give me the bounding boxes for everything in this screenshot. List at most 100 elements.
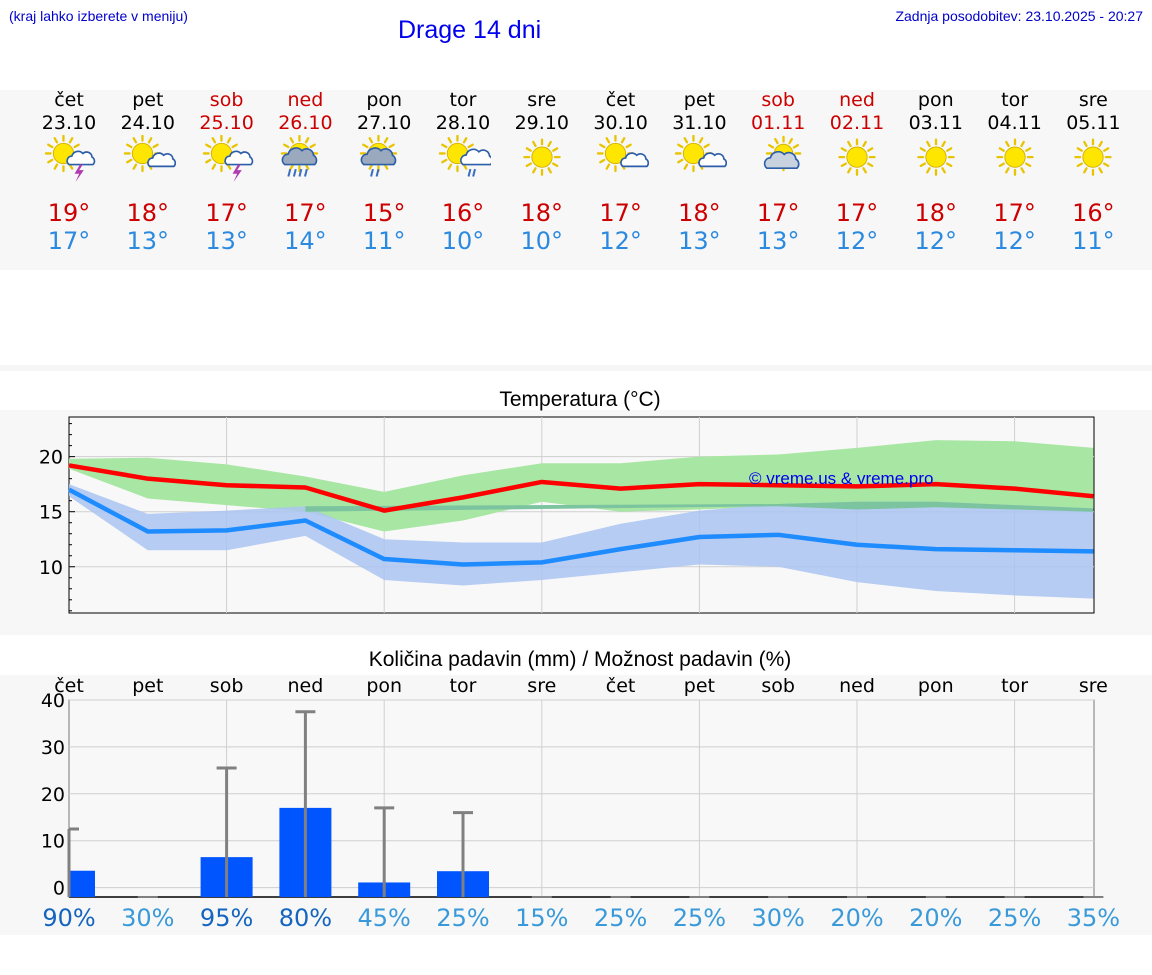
sun-ray bbox=[919, 162, 926, 168]
min-temperature: 12° bbox=[835, 227, 879, 255]
day-name: sre bbox=[1078, 89, 1108, 111]
sun-ray bbox=[211, 137, 216, 144]
sun-disc bbox=[131, 142, 153, 165]
cloud-sun-icon bbox=[763, 135, 802, 172]
sun-ray bbox=[204, 158, 212, 164]
sun-cloud-thunder-icon bbox=[202, 135, 253, 183]
sun-icon bbox=[1074, 138, 1113, 176]
sun-icon bbox=[995, 138, 1034, 176]
sun-ray bbox=[677, 158, 684, 164]
sun-ray bbox=[1004, 140, 1010, 148]
precipitation-bar bbox=[69, 870, 95, 897]
sun-ray bbox=[211, 163, 216, 170]
sun-icon bbox=[995, 138, 1034, 176]
y-tick-label: 20 bbox=[41, 784, 65, 806]
max-temperature: 17° bbox=[599, 199, 642, 227]
precip-day-label: čet bbox=[605, 675, 636, 697]
sun-ray bbox=[547, 140, 552, 148]
day-date: 02.11 bbox=[829, 112, 885, 134]
precip-day-label: pon bbox=[917, 675, 954, 697]
sun-ray bbox=[1103, 162, 1110, 168]
sun-ray bbox=[226, 137, 231, 144]
precip-day-label: ned bbox=[839, 675, 875, 697]
sun-ray bbox=[204, 143, 212, 149]
sun-ray bbox=[47, 143, 54, 149]
cloud-sun-icon bbox=[763, 135, 802, 172]
sun-ray bbox=[941, 167, 946, 174]
min-temperature: 10° bbox=[520, 227, 564, 255]
sun-ray bbox=[547, 167, 552, 174]
sun-ray bbox=[68, 137, 74, 144]
sun-icon bbox=[1074, 138, 1113, 176]
y-tick-label: 40 bbox=[41, 690, 65, 712]
min-range-band bbox=[69, 484, 1094, 599]
sun-ray bbox=[1077, 147, 1084, 152]
sun-cloud-icon bbox=[675, 135, 728, 173]
sun-ray bbox=[388, 143, 395, 149]
last-update: Zadnja posodobitev: 23.10.2025 - 20:27 bbox=[895, 8, 1143, 24]
sun-cloud-thunder-icon bbox=[44, 135, 96, 183]
cloud-shape bbox=[281, 147, 318, 166]
sun-icon bbox=[917, 138, 955, 176]
precip-day-label: tor bbox=[449, 675, 477, 697]
max-temperature: 17° bbox=[756, 199, 800, 227]
max-temperature: 17° bbox=[835, 199, 879, 227]
day-name: tor bbox=[449, 89, 477, 111]
precip-probability: 20% bbox=[909, 904, 963, 932]
precip-day-label: čet bbox=[54, 675, 84, 697]
sun-ray bbox=[1004, 167, 1010, 174]
temperature-chart-title: Temperatura (°C) bbox=[499, 388, 661, 411]
sun-cloud-icon bbox=[123, 135, 176, 173]
sun-ray bbox=[919, 147, 926, 152]
sun-ray bbox=[605, 137, 610, 144]
rain-drops bbox=[287, 168, 309, 177]
lightning-bolt bbox=[74, 164, 84, 183]
sun-ray bbox=[1083, 167, 1089, 174]
sun-ray bbox=[945, 147, 953, 152]
sun-ray bbox=[677, 143, 684, 149]
precip-day-label: pon bbox=[366, 675, 403, 697]
max-temperature: 17° bbox=[993, 199, 1036, 227]
y-tick-label: 0 bbox=[53, 878, 65, 900]
sun-ray bbox=[840, 162, 847, 168]
sun-ray bbox=[53, 163, 59, 170]
sun-ray bbox=[862, 140, 867, 148]
sun-ray bbox=[620, 137, 625, 144]
min-temperature-line bbox=[67, 487, 1094, 567]
day-name: tor bbox=[1001, 89, 1029, 111]
sun-ray bbox=[441, 143, 448, 149]
sun-ray bbox=[1024, 162, 1031, 168]
cloud-shape bbox=[360, 147, 397, 166]
max-temperature: 17° bbox=[284, 199, 327, 227]
precip-probability: 30% bbox=[121, 904, 175, 932]
sun-ray bbox=[551, 147, 559, 152]
cloud-shape bbox=[763, 150, 800, 170]
min-temperature: 13° bbox=[678, 227, 721, 255]
min-temperature: 12° bbox=[914, 227, 958, 255]
sun-ray bbox=[467, 143, 474, 149]
min-temperature: 14° bbox=[284, 227, 327, 255]
cloud-shape bbox=[223, 150, 253, 166]
sun-icon bbox=[523, 138, 561, 176]
precipitation-chart-title: Količina padavin (mm) / Možnost padavin … bbox=[368, 648, 792, 671]
location-hint: (kraj lahko izberete v meniju) bbox=[9, 8, 188, 24]
sun-ray bbox=[53, 137, 59, 144]
precip-probability: 95% bbox=[199, 904, 254, 932]
day-date: 24.10 bbox=[120, 112, 175, 134]
sun-rain-heavy-icon bbox=[281, 135, 319, 177]
sun-ray bbox=[867, 162, 874, 168]
precip-day-label: pet bbox=[683, 675, 715, 697]
sun-ray bbox=[132, 137, 137, 144]
sun-ray bbox=[441, 158, 448, 164]
sun-ray bbox=[447, 137, 453, 144]
min-temperature: 11° bbox=[1072, 227, 1115, 255]
sun-ray bbox=[768, 144, 775, 149]
sun-ray bbox=[625, 143, 632, 149]
sun-cloud-rain-icon bbox=[438, 135, 491, 177]
sun-ray bbox=[147, 137, 153, 144]
sun-disc bbox=[846, 146, 868, 168]
sun-ray bbox=[125, 158, 133, 164]
sun-ray bbox=[531, 167, 537, 174]
cloud-shape bbox=[698, 152, 728, 168]
